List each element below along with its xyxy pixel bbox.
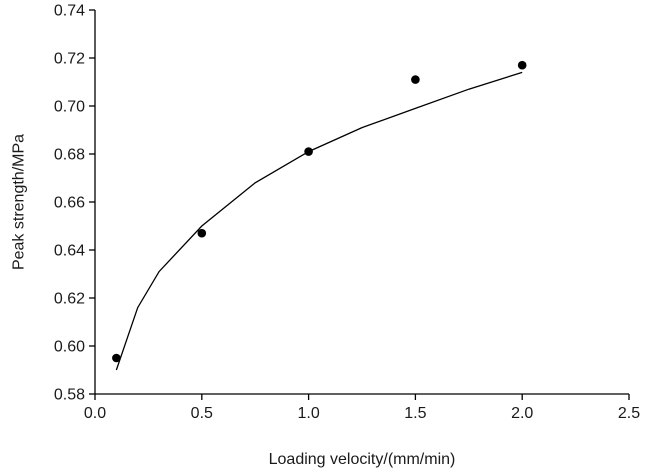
x-tick-label: 2.0	[511, 405, 533, 422]
y-axis-ticks: 0.58 0.60 0.62 0.64 0.66 0.68 0.70 0.72 0.74	[54, 3, 95, 404]
x-tick-label: 0.0	[84, 405, 106, 422]
y-tick-label: 0.74	[54, 3, 85, 20]
y-tick-label: 0.70	[54, 99, 85, 116]
y-axis-title: Peak strength/MPa	[11, 134, 28, 270]
plot-area: 0.0 0.5 1.0 1.5 2.0 2.5 0.580.600.620.640.660…	[54, 3, 640, 423]
data-point	[517, 60, 527, 70]
x-tick-label: 1.5	[404, 405, 426, 422]
fit-curve	[115, 71, 523, 371]
data-point	[197, 228, 207, 238]
y-tick-label: 0.62	[54, 291, 85, 308]
x-tick-label: 0.5	[191, 405, 213, 422]
data-point	[411, 75, 420, 84]
y-tick-label: 0.68	[54, 147, 85, 164]
x-axis-ticks: 0.0 0.5 1.0 1.5 2.0 2.5	[84, 394, 640, 422]
data-points	[112, 60, 527, 363]
y-tick-label: 0.64	[54, 243, 85, 260]
x-tick-label: 1.0	[297, 405, 319, 422]
data-point	[112, 353, 121, 363]
y-tick-label: 0.72	[54, 51, 85, 68]
y-tick-label: 0.60	[54, 339, 85, 356]
data-point	[304, 147, 313, 156]
x-tick-label: 2.5	[618, 405, 640, 422]
x-axis-title: Loading velocity/(mm/min)	[269, 451, 456, 468]
axis-lines	[94, 10, 629, 395]
y-tick-label: 0.66	[54, 195, 85, 212]
y-tick-label: 0.58	[54, 387, 85, 404]
